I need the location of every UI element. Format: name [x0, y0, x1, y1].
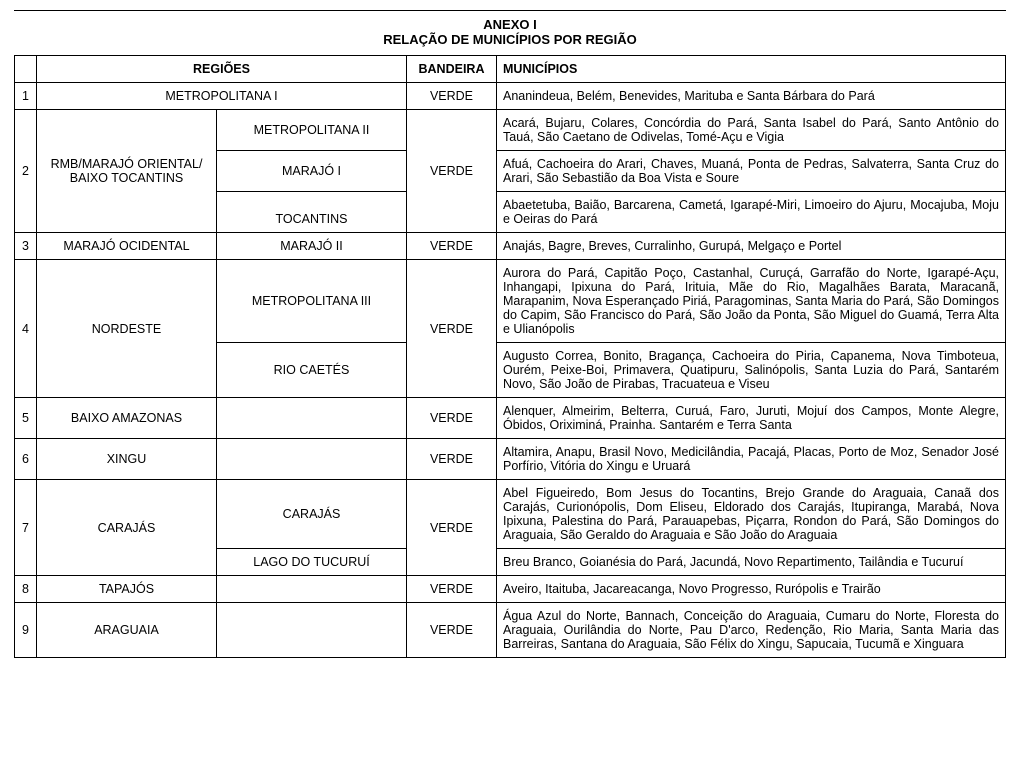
cell-num: 7	[15, 480, 37, 576]
cell-bandeira: VERDE	[407, 83, 497, 110]
table-row: 7 CARAJÁS CARAJÁS VERDE Abel Figueiredo,…	[15, 480, 1006, 549]
cell-bandeira: VERDE	[407, 603, 497, 658]
cell-regiao-grupo: ARAGUAIA	[37, 603, 217, 658]
cell-num: 2	[15, 110, 37, 233]
title-anexo: ANEXO I	[14, 17, 1006, 32]
cell-municipios: Aveiro, Itaituba, Jacareacanga, Novo Pro…	[497, 576, 1006, 603]
cell-regiao-grupo: BAIXO AMAZONAS	[37, 398, 217, 439]
cell-regiao-grupo: XINGU	[37, 439, 217, 480]
table-row: 6 XINGU VERDE Altamira, Anapu, Brasil No…	[15, 439, 1006, 480]
cell-regiao-grupo: NORDESTE	[37, 260, 217, 398]
cell-municipios: Acará, Bujaru, Colares, Concórdia do Par…	[497, 110, 1006, 151]
cell-bandeira: VERDE	[407, 233, 497, 260]
cell-regiao-grupo: TAPAJÓS	[37, 576, 217, 603]
cell-municipios: Água Azul do Norte, Bannach, Conceição d…	[497, 603, 1006, 658]
cell-sub-regiao: LAGO DO TUCURUÍ	[217, 549, 407, 576]
table-row: 5 BAIXO AMAZONAS VERDE Alenquer, Almeiri…	[15, 398, 1006, 439]
table-row: 1 METROPOLITANA I VERDE Ananindeua, Belé…	[15, 83, 1006, 110]
header-num	[15, 56, 37, 83]
cell-sub-regiao	[217, 576, 407, 603]
table-row: 9 ARAGUAIA VERDE Água Azul do Norte, Ban…	[15, 603, 1006, 658]
cell-bandeira: VERDE	[407, 398, 497, 439]
cell-num: 1	[15, 83, 37, 110]
cell-municipios: Abaetetuba, Baião, Barcarena, Cametá, Ig…	[497, 192, 1006, 233]
cell-bandeira: VERDE	[407, 110, 497, 233]
cell-municipios: Breu Branco, Goianésia do Pará, Jacundá,…	[497, 549, 1006, 576]
cell-sub-regiao: METROPOLITANA III	[217, 260, 407, 343]
cell-num: 9	[15, 603, 37, 658]
cell-municipios: Augusto Correa, Bonito, Bragança, Cachoe…	[497, 343, 1006, 398]
cell-num: 4	[15, 260, 37, 398]
top-rule	[14, 10, 1006, 11]
cell-sub-regiao	[217, 398, 407, 439]
cell-municipios: Afuá, Cachoeira do Arari, Chaves, Muaná,…	[497, 151, 1006, 192]
cell-sub-regiao: CARAJÁS	[217, 480, 407, 549]
cell-num: 3	[15, 233, 37, 260]
table-row: 4 NORDESTE METROPOLITANA III VERDE Auror…	[15, 260, 1006, 343]
cell-sub-regiao: RIO CAETÉS	[217, 343, 407, 398]
title-relacao: RELAÇÃO DE MUNICÍPIOS POR REGIÃO	[14, 32, 1006, 47]
cell-regiao: METROPOLITANA I	[37, 83, 407, 110]
cell-bandeira: VERDE	[407, 576, 497, 603]
table-row: 3 MARAJÓ OCIDENTAL MARAJÓ II VERDE Anajá…	[15, 233, 1006, 260]
cell-bandeira: VERDE	[407, 439, 497, 480]
cell-municipios: Aurora do Pará, Capitão Poço, Castanhal,…	[497, 260, 1006, 343]
cell-municipios: Abel Figueiredo, Bom Jesus do Tocantins,…	[497, 480, 1006, 549]
cell-num: 8	[15, 576, 37, 603]
cell-num: 6	[15, 439, 37, 480]
cell-municipios: Ananindeua, Belém, Benevides, Marituba e…	[497, 83, 1006, 110]
cell-sub-regiao: MARAJÓ II	[217, 233, 407, 260]
cell-regiao-grupo: RMB/MARAJÓ ORIENTAL/ BAIXO TOCANTINS	[37, 110, 217, 233]
header-municipios: MUNICÍPIOS	[497, 56, 1006, 83]
cell-num: 5	[15, 398, 37, 439]
table-row: 8 TAPAJÓS VERDE Aveiro, Itaituba, Jacare…	[15, 576, 1006, 603]
cell-sub-regiao: MARAJÓ I	[217, 151, 407, 192]
cell-regiao-grupo: CARAJÁS	[37, 480, 217, 576]
table-header-row: REGIÕES BANDEIRA MUNICÍPIOS	[15, 56, 1006, 83]
cell-municipios: Anajás, Bagre, Breves, Curralinho, Gurup…	[497, 233, 1006, 260]
cell-bandeira: VERDE	[407, 480, 497, 576]
cell-sub-regiao: TOCANTINS	[217, 192, 407, 233]
cell-sub-regiao: METROPOLITANA II	[217, 110, 407, 151]
header-bandeira: BANDEIRA	[407, 56, 497, 83]
cell-sub-regiao	[217, 603, 407, 658]
cell-municipios: Altamira, Anapu, Brasil Novo, Medicilând…	[497, 439, 1006, 480]
header-regioes: REGIÕES	[37, 56, 407, 83]
municipios-table: REGIÕES BANDEIRA MUNICÍPIOS 1 METROPOLIT…	[14, 55, 1006, 658]
cell-regiao-grupo: MARAJÓ OCIDENTAL	[37, 233, 217, 260]
cell-sub-regiao	[217, 439, 407, 480]
cell-municipios: Alenquer, Almeirim, Belterra, Curuá, Far…	[497, 398, 1006, 439]
table-row: 2 RMB/MARAJÓ ORIENTAL/ BAIXO TOCANTINS M…	[15, 110, 1006, 151]
cell-bandeira: VERDE	[407, 260, 497, 398]
